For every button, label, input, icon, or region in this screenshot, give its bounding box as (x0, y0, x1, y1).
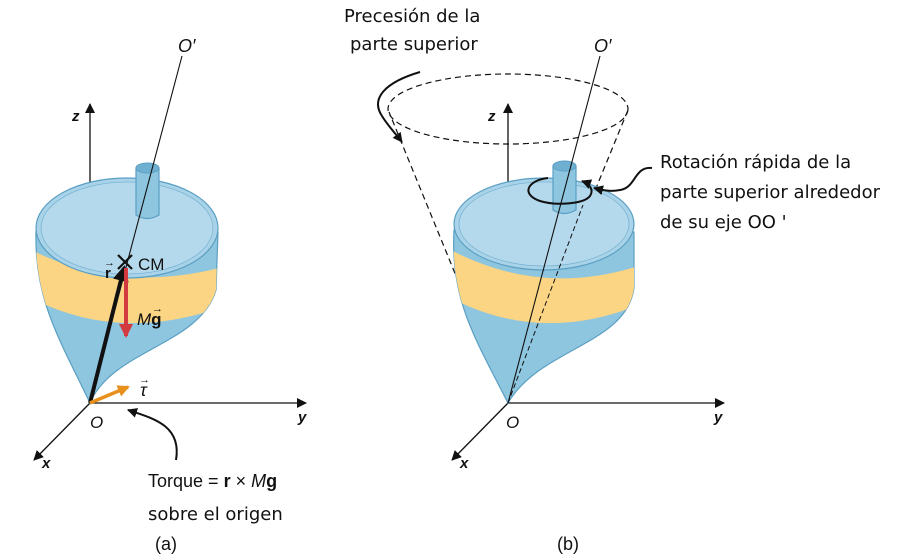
cm-mark (117, 254, 133, 270)
weight-label: Mg (137, 310, 162, 329)
tau-label: τ (140, 380, 148, 400)
torque-callout-pointer (127, 408, 178, 461)
precession-arrow (377, 71, 421, 143)
rotation-arrow (527, 177, 593, 205)
rotation-line2: parte superior alrededor (660, 182, 881, 203)
rotation-callout-pointer (593, 166, 653, 196)
x-axis-label-b: x (459, 455, 469, 472)
panel-a: O′ CM r → Mg → τ → z y x O Torque = r (33, 36, 307, 554)
spinning-top-a (35, 162, 219, 405)
torque-r-symbol: r (224, 471, 231, 491)
z-axis-label-a: z (71, 108, 80, 125)
spin-axis-line-b (507, 55, 601, 404)
x-axis (33, 402, 91, 461)
z-axis-label-b: z (487, 108, 496, 125)
precession-line2: parte superior (350, 34, 478, 55)
spin-axis-label-a: O′ (178, 36, 196, 56)
top-face-inner-b (458, 181, 630, 267)
stem-cap-b (552, 160, 577, 172)
y-axis-label-b: y (713, 409, 723, 426)
r-vector-label: r (105, 265, 111, 282)
torque-m: M (251, 471, 266, 491)
torque-g-symbol: g (266, 471, 277, 491)
origin-label-b: O (506, 413, 519, 432)
weight-vector-symbol: g (151, 310, 161, 329)
panel-b: O′ z y x O Precesión de la parte superio… (344, 6, 881, 554)
stem-a (135, 167, 160, 220)
spinning-top-b (452, 160, 635, 405)
torque-equation: Torque = r × Mg (148, 471, 277, 491)
tau-overarrow: → (139, 374, 150, 386)
caption-a: (a) (155, 534, 177, 554)
x-axis-label-a: x (41, 455, 51, 472)
torque-line2: sobre el origen (148, 504, 283, 525)
torque-times: × (236, 471, 247, 491)
torque-label: Torque = (148, 471, 219, 491)
axis-projection-b (507, 204, 584, 404)
stem-cap-a (135, 162, 160, 174)
r-vector-arrow (88, 265, 129, 404)
rotation-line3: de su eje OO ' (660, 212, 787, 233)
precession-line1: Precesión de la (344, 6, 480, 27)
cm-label: CM (138, 255, 164, 274)
spin-axis-label-b: O′ (594, 36, 612, 56)
yellow-band-a (35, 244, 218, 324)
origin-label-a: O (90, 413, 103, 432)
r-vector-overarrow: → (104, 257, 115, 269)
yellow-band-b (453, 244, 634, 324)
x-axis-b (451, 402, 509, 461)
weight-prefix: M (137, 310, 152, 329)
weight-overarrow: → (152, 303, 163, 315)
torque-vector-arrow (89, 385, 130, 405)
rotation-line1: Rotación rápida de la (660, 152, 851, 173)
y-axis-label-a: y (297, 409, 307, 426)
caption-b: (b) (557, 534, 579, 554)
